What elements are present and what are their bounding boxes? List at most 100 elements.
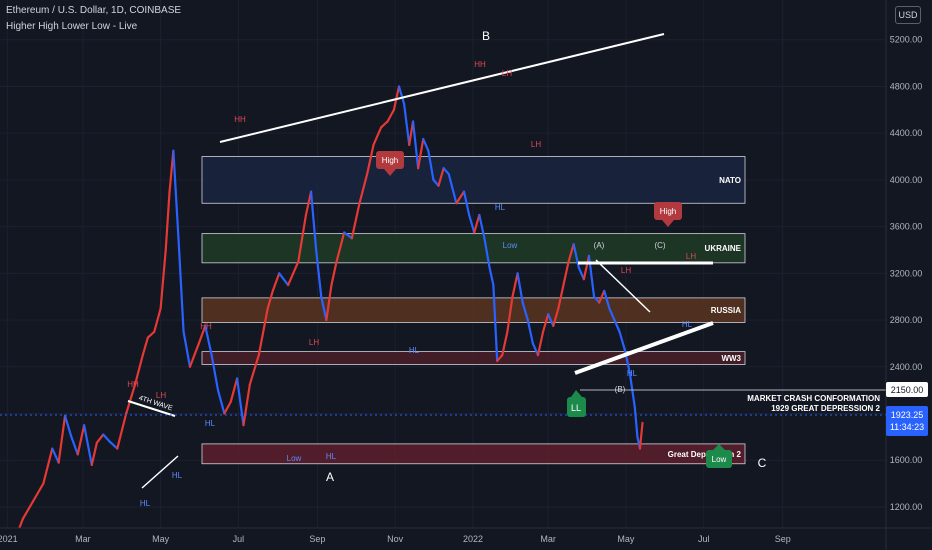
hl-label: HL [140, 499, 151, 508]
y-tick-label: 2800.00 [890, 315, 923, 325]
price-segment [366, 143, 375, 176]
price-segment [153, 307, 162, 333]
wave-label-c: C [758, 456, 767, 470]
y-tick-label: 4800.00 [890, 81, 923, 91]
price-zones: NATO UKRAINE RUSSIA WW3 Great Depression 2 [201, 156, 746, 465]
price-segment [315, 248, 323, 298]
zone-label: NATO [719, 176, 741, 185]
price-segment [320, 295, 328, 322]
trendline-b-top[interactable] [219, 33, 665, 143]
hl-label: HL [682, 320, 693, 329]
price-segment [70, 435, 79, 456]
x-tick-label: Nov [387, 534, 404, 544]
price-segment [108, 440, 119, 450]
price-segment [134, 354, 144, 386]
hl-label: HL [326, 452, 337, 461]
price-segment [210, 354, 220, 392]
price-segment [473, 213, 481, 234]
price-segment [468, 213, 476, 234]
price-segment [182, 330, 192, 368]
price-segment [411, 120, 420, 170]
x-tick-label: 2022 [463, 534, 483, 544]
price-segment [278, 272, 290, 287]
price-segment [102, 433, 111, 443]
hh-label: HH [474, 60, 486, 69]
hl-label: HL [627, 369, 638, 378]
wave-a-label: (A) [594, 241, 605, 250]
price-segment [437, 167, 445, 187]
price-segment [608, 307, 616, 322]
price-segment [309, 190, 318, 252]
price-segment [223, 400, 232, 415]
price-segment [442, 167, 450, 176]
x-tick-label: Sep [309, 534, 325, 544]
price-segment [397, 85, 406, 106]
y-tick-label: 3200.00 [890, 268, 923, 278]
price-segment [257, 307, 269, 357]
price-segment [417, 137, 425, 170]
price-segment [83, 424, 93, 467]
price-segment [541, 313, 550, 333]
price-segment [638, 421, 644, 450]
trendline-ll-support[interactable] [574, 321, 714, 375]
price-series [10, 85, 644, 550]
lh-label: LH [621, 266, 631, 275]
price-tags: 2150.00 1923.25 11:34:23 [886, 382, 928, 436]
trendline-4th-wave-top[interactable] [127, 400, 176, 417]
price-segment [172, 149, 180, 240]
chart-grid [0, 0, 886, 528]
price-segment [427, 149, 435, 181]
price-segment [598, 289, 606, 304]
price-segment [462, 190, 471, 217]
price-segment [197, 324, 207, 345]
price-segment [455, 190, 466, 205]
low-marker-label: Low [712, 455, 727, 464]
price-segment [613, 318, 621, 333]
price-segment [483, 237, 491, 269]
price-segment [164, 190, 171, 252]
price-segment [146, 330, 156, 339]
price-segment [521, 301, 529, 322]
price-segment [248, 354, 260, 386]
y-tick-label: 1200.00 [890, 502, 923, 512]
high-marker-apr: High [654, 202, 682, 227]
wave-label-b: B [482, 29, 490, 43]
price-segment [204, 324, 213, 357]
ll-marker: LL [567, 390, 586, 417]
hl-label: HL [409, 346, 420, 355]
price-segment [501, 330, 509, 357]
price-segment [125, 383, 137, 415]
crash-note-line2: 1929 GREAT DEPRESSION 2 [771, 404, 880, 413]
zone-box [201, 297, 746, 323]
currency-button[interactable]: USD [895, 6, 921, 24]
ll-label: LL [571, 403, 581, 413]
hl-labels: HL HL HL Low HL HL HL Low HL HL [140, 203, 693, 508]
x-tick-label: Jul [698, 534, 710, 544]
zone-label: RUSSIA [711, 306, 741, 315]
price-segment [572, 243, 580, 269]
price-segment [633, 406, 639, 438]
trendline-lh-decline[interactable] [595, 259, 651, 313]
price-segment [57, 414, 67, 464]
indicator-label[interactable]: Higher High Lower Low - Live [6, 21, 138, 32]
price-segment [557, 283, 565, 310]
price-segment [21, 500, 35, 520]
y-tick-label: 2400.00 [890, 362, 923, 372]
price-segment [343, 231, 353, 240]
zone-box [201, 443, 746, 465]
crash-note: MARKET CRASH CONFORMATION 1929 GREAT DEP… [747, 394, 880, 413]
price-segment [188, 342, 200, 368]
price-segment [350, 202, 361, 240]
price-segment [90, 441, 98, 467]
x-tick-label: May [617, 534, 635, 544]
price-segment [492, 283, 499, 363]
zone-box [201, 351, 746, 365]
trendline-4th-wave-bottom[interactable] [141, 455, 179, 489]
price-axis-bg [886, 0, 932, 550]
current-price-value: 1923.25 [891, 410, 924, 420]
high-marker-sep: High [376, 151, 404, 176]
price-segment [51, 447, 60, 464]
price-segment [242, 383, 251, 427]
